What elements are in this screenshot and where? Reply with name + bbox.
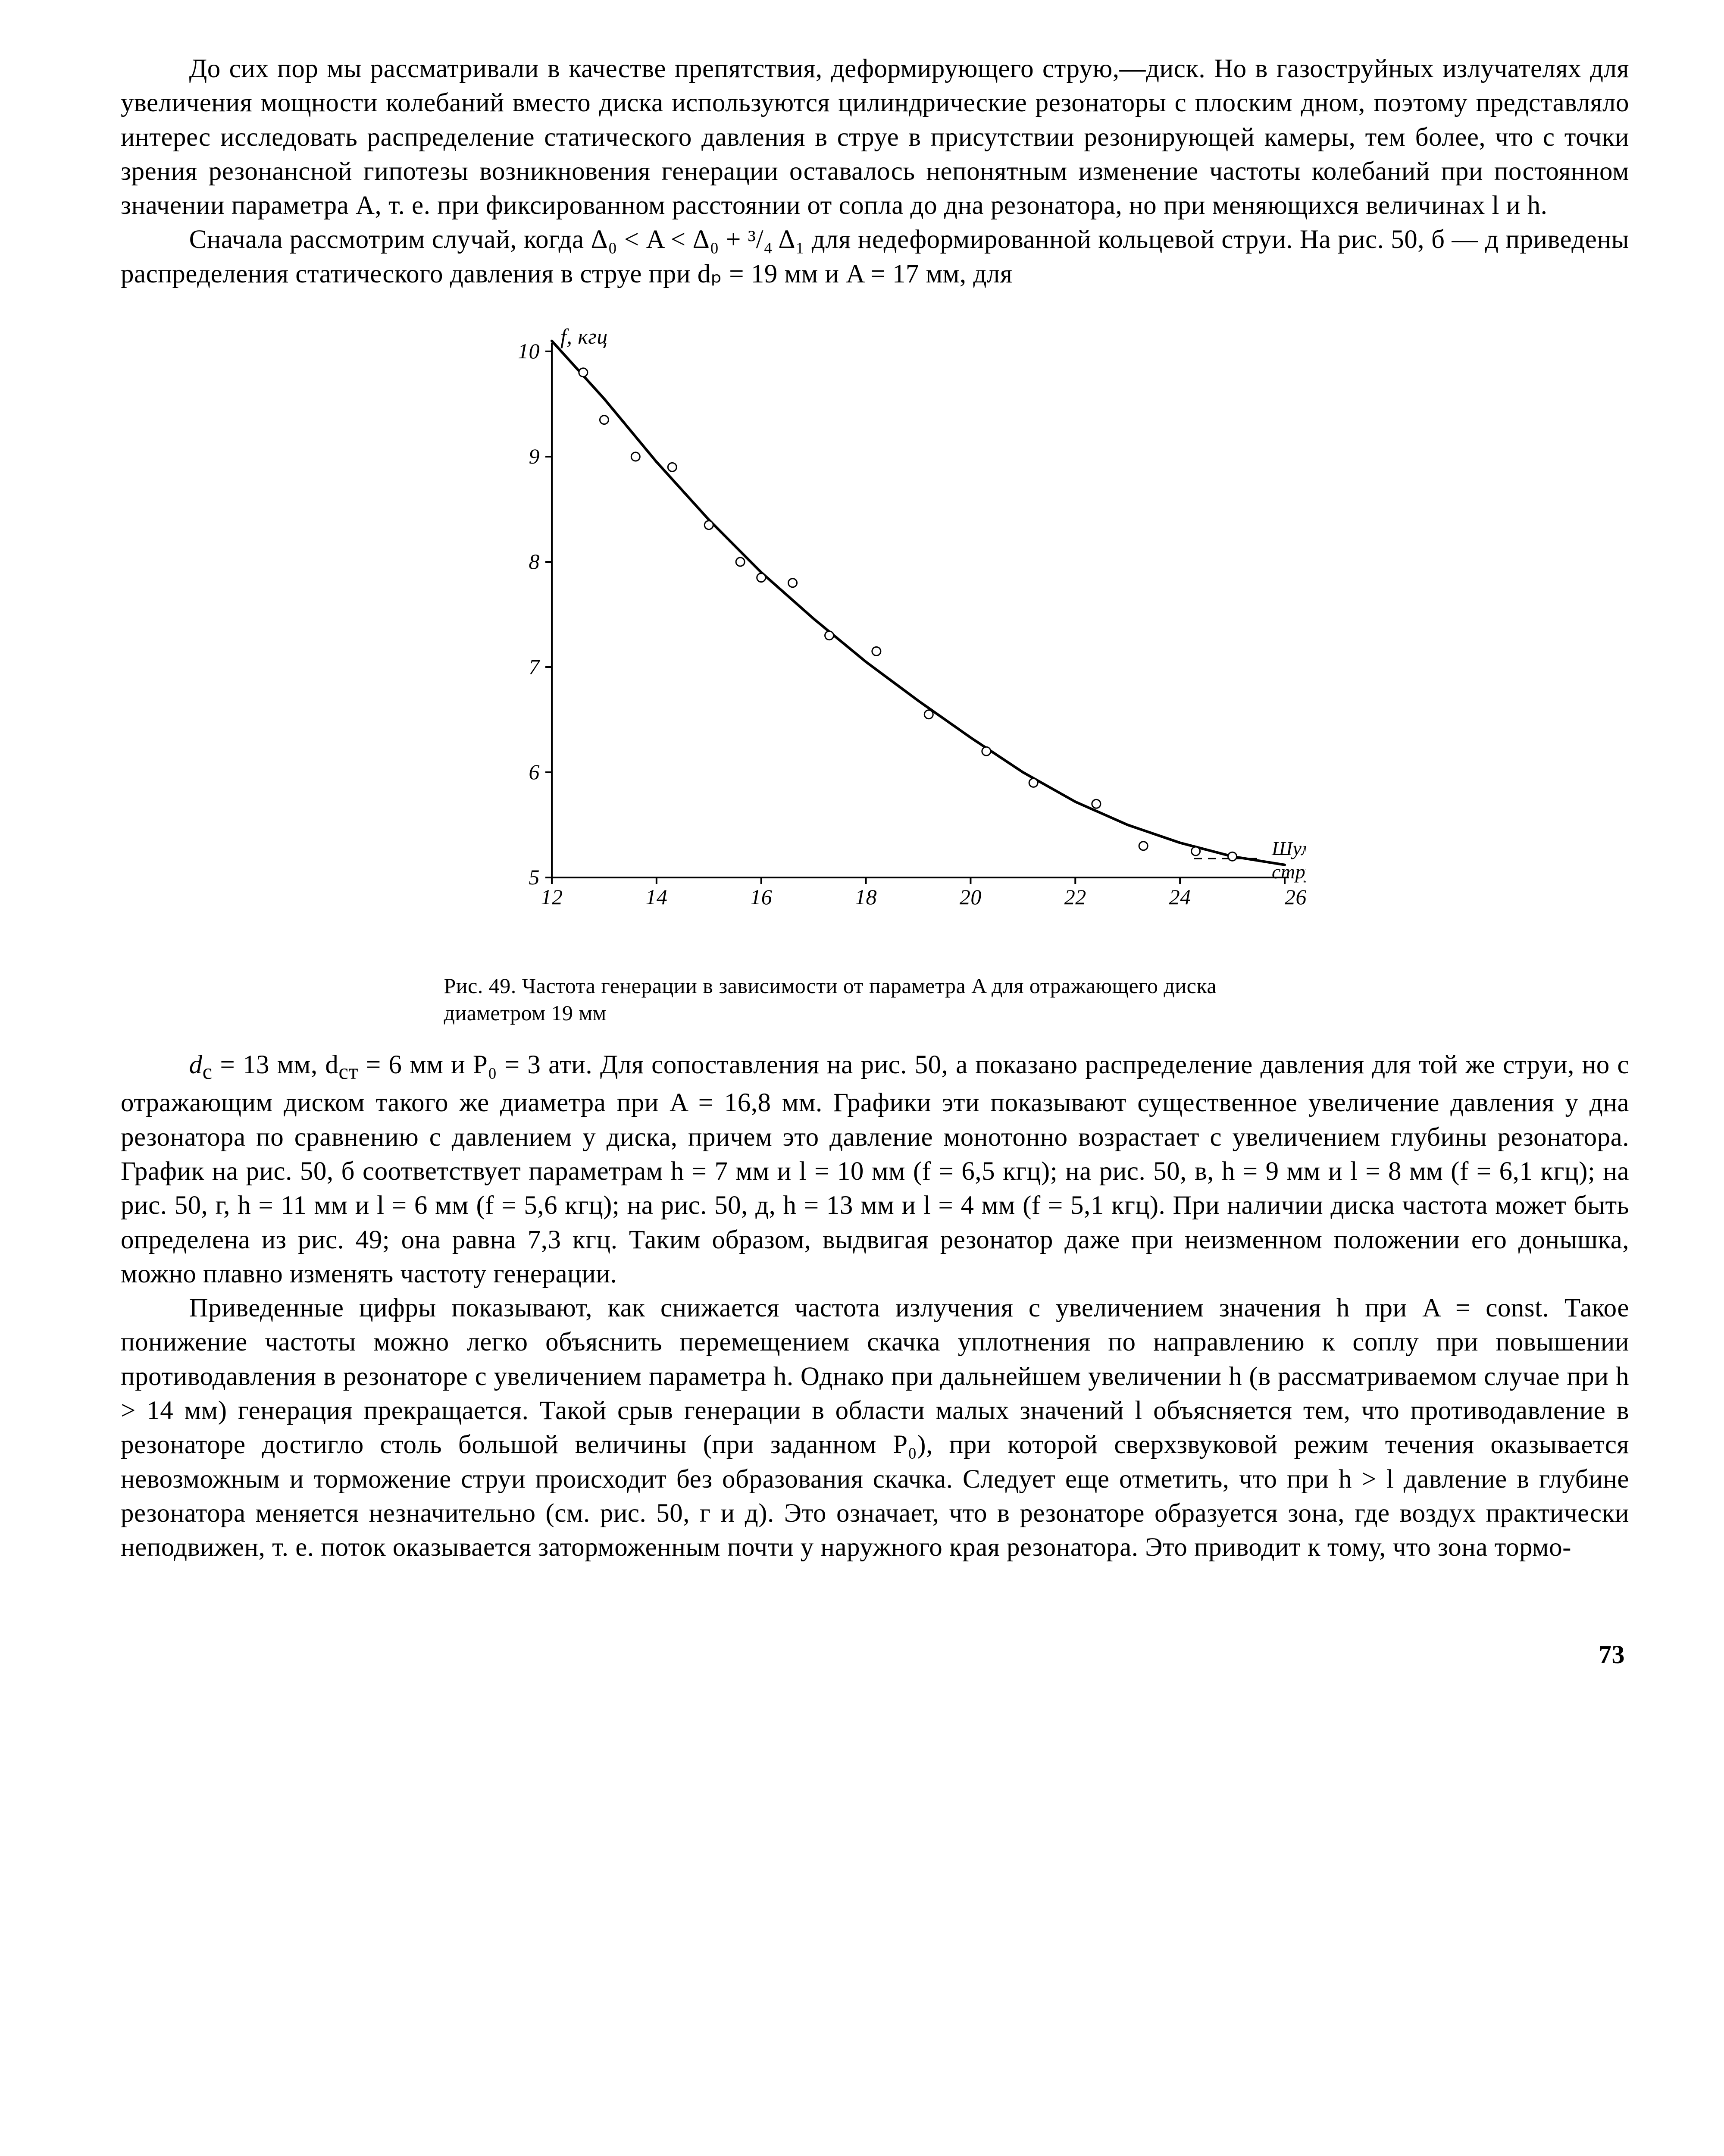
paragraph-4: Приведенные цифры показывают, как снижае… [121,1291,1629,1564]
p3-sub2: ст [338,1059,358,1084]
svg-text:9: 9 [529,444,540,468]
page-number: 73 [121,1638,1629,1671]
svg-text:8: 8 [529,549,540,573]
svg-text:Шум: Шум [1271,837,1306,859]
figure-49: f, кгц 5 6 7 8 9 10 12 14 16 18 20 22 24 26 A, мм Шумст… [379,317,1371,1026]
svg-text:5: 5 [529,865,540,889]
svg-text:26 A, мм: 26 A, мм [1285,885,1306,909]
svg-text:20: 20 [959,885,981,909]
svg-text:14: 14 [645,885,667,909]
p3-sub1: с [203,1059,213,1084]
paragraph-1: До сих пор мы рассматривали в качестве п… [121,52,1629,222]
svg-text:7: 7 [529,655,540,679]
svg-text:f, кгц: f, кгц [560,324,608,348]
paragraph-3: dс = 13 мм, dст = 6 мм и P₀ = 3 ати. Для… [121,1048,1629,1291]
chart-container: f, кгц 5 6 7 8 9 10 12 14 16 18 20 22 24 26 A, мм Шумст… [444,317,1306,964]
paragraph-2: Сначала рассмотрим случай, когда Δ₀ < A … [121,222,1629,291]
svg-text:18: 18 [855,885,877,909]
svg-text:10: 10 [518,339,540,363]
svg-text:6: 6 [529,760,540,784]
p3-t2: = 13 мм, d [213,1050,339,1079]
svg-text:12: 12 [541,885,563,909]
p3-t1: d [189,1050,203,1079]
svg-text:24: 24 [1169,885,1191,909]
svg-text:струи: струи [1272,861,1306,883]
chart-svg: f, кгц 5 6 7 8 9 10 12 14 16 18 20 22 24 26 A, мм Шумст… [444,317,1306,964]
p3-t3: = 6 мм и P₀ = 3 ати. Для сопоставления н… [121,1050,1629,1288]
svg-text:16: 16 [750,885,772,909]
svg-text:22: 22 [1064,885,1086,909]
figure-caption: Рис. 49. Частота генерации в зависимости… [444,972,1306,1026]
